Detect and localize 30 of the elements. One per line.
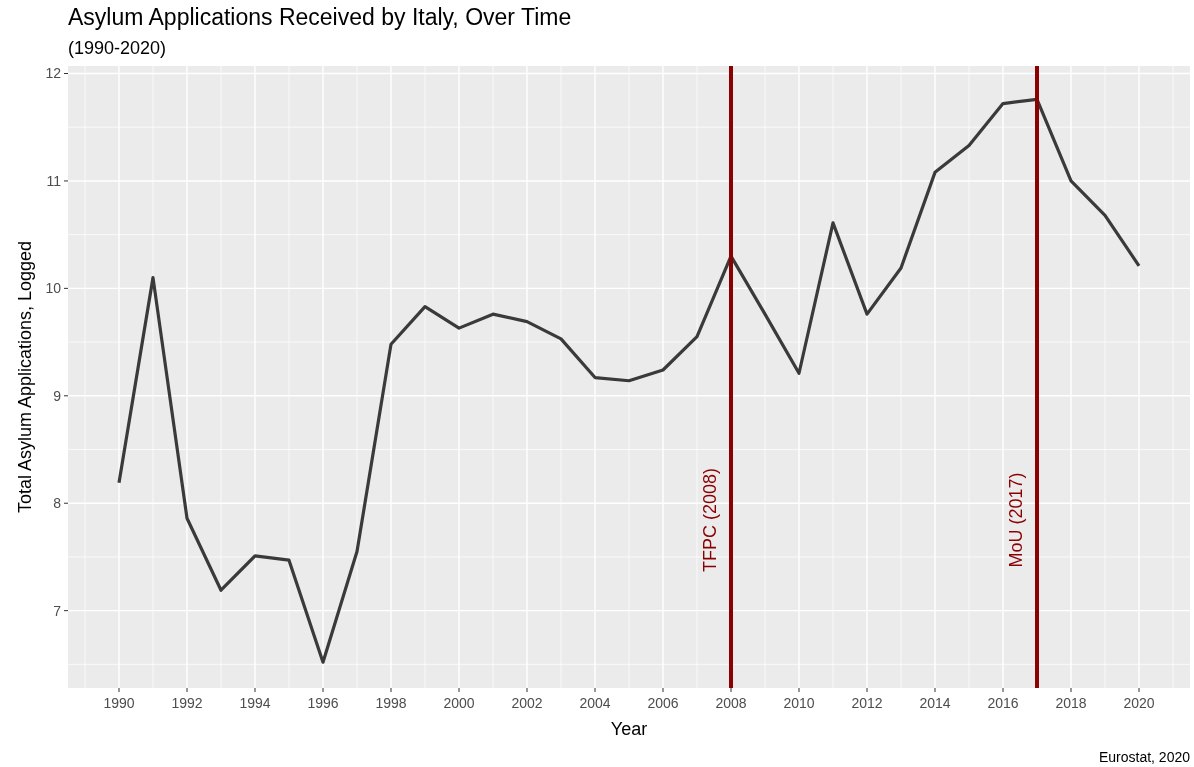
y-tick-label: 9 <box>53 387 62 404</box>
x-tick-label: 1992 <box>171 695 203 711</box>
x-tick-label: 2014 <box>919 695 951 711</box>
line-series <box>117 97 1141 664</box>
x-tick-label: 2004 <box>579 695 611 711</box>
x-tick-label: 2020 <box>1123 695 1155 711</box>
text: Eurostat, 2020 <box>1098 749 1191 765</box>
y-tick-label: 7 <box>53 602 62 619</box>
x-tick-label: 2016 <box>987 695 1019 711</box>
y-tick-label: 8 <box>53 495 62 512</box>
chart-subtitle: (1990-2020) <box>68 38 167 58</box>
x-axis-title: Year <box>610 719 648 739</box>
x-tick-label: 2018 <box>1055 695 1087 711</box>
chart-title: Asylum Applications Received by Italy, Over Time <box>68 4 572 30</box>
y-axis-title: Total Asylum Applications, Logged <box>15 240 35 514</box>
x-tick-label: 1990 <box>103 695 135 711</box>
x-tick-label: 2008 <box>715 695 747 711</box>
x-tick-label: 1998 <box>375 695 407 711</box>
ref-line-label: TFPC (2008) <box>700 468 721 573</box>
x-tick-label: 1996 <box>307 695 339 711</box>
x-tick-label: 2002 <box>511 695 543 711</box>
x-tick-label: 2010 <box>783 695 815 711</box>
y-tick-label: 11 <box>46 172 62 189</box>
y-tick-label: 10 <box>45 280 62 297</box>
x-tick-label: 2000 <box>443 695 475 711</box>
x-tick-label: 2006 <box>647 695 679 711</box>
y-tick-label: 12 <box>45 65 62 82</box>
x-tick-label: 1994 <box>239 695 271 711</box>
x-tick-label: 2012 <box>851 695 883 711</box>
ref-line-label: MoU (2017) <box>1006 472 1027 568</box>
